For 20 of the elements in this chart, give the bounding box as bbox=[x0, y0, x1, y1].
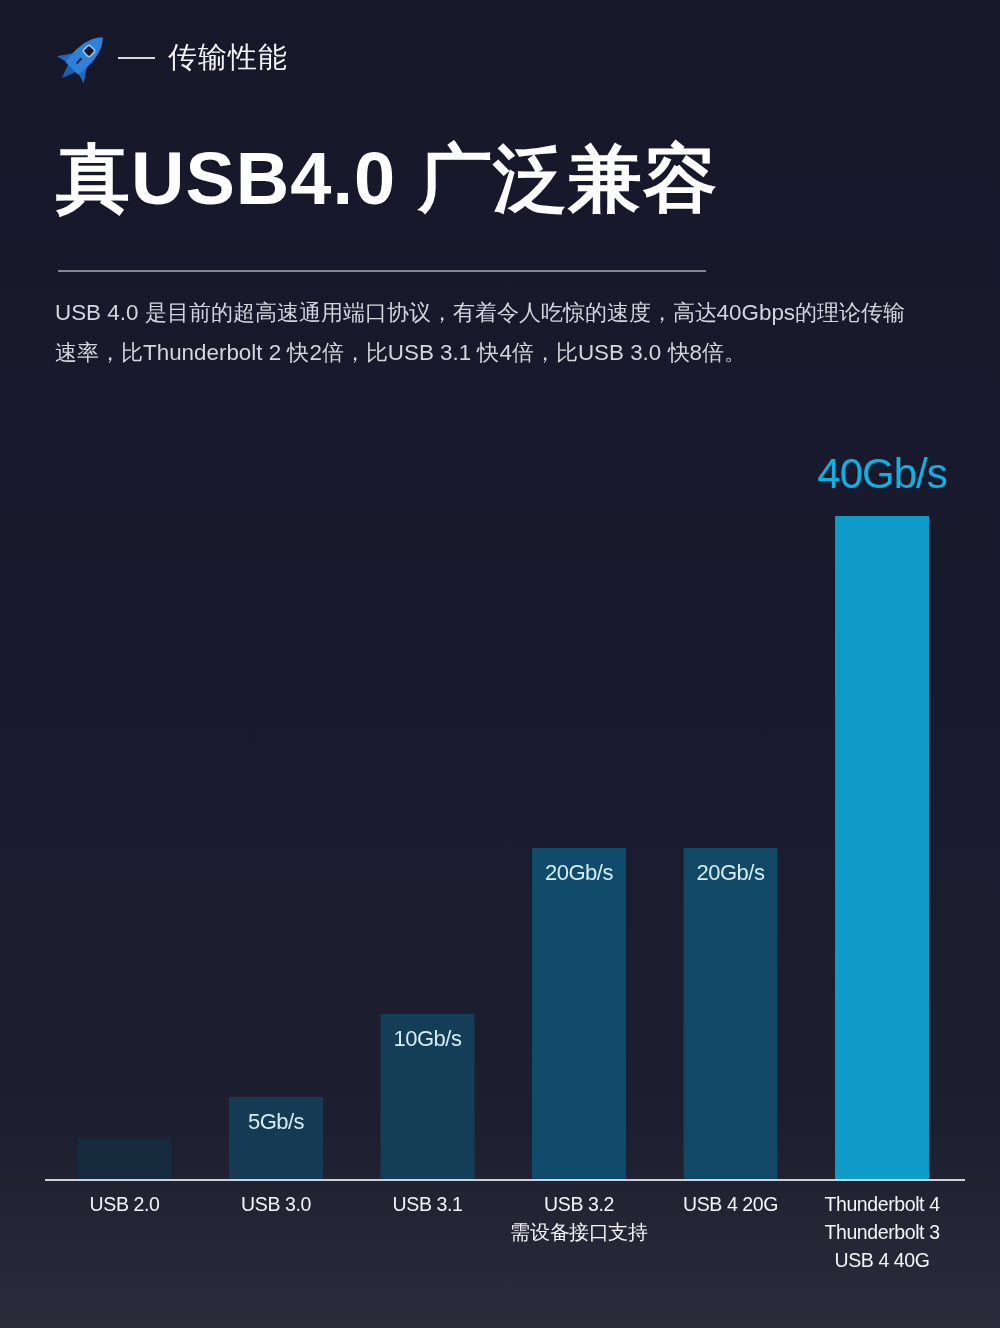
bar bbox=[77, 1138, 172, 1180]
chart-subtitle: USB 4.0 是目前的超高速通用端口协议，有着令人吃惊的速度，高达40Gbps的理论传输速率，比Thunderbolt 2 快2倍，比USB 3.1 快4倍，比USB 3.0 快8倍。 bbox=[55, 299, 907, 367]
bar bbox=[835, 516, 929, 1180]
x-tick-label: USB 3.2 需设备接口支持 bbox=[510, 1193, 648, 1243]
bar bbox=[532, 848, 626, 1180]
bar bbox=[683, 848, 778, 1180]
x-tick-label: USB 3.1 bbox=[392, 1193, 463, 1215]
chart-title: 真USB4.0 广泛兼容 bbox=[56, 136, 718, 222]
data-label: 10Gb/s bbox=[393, 1026, 462, 1051]
x-tick-label: USB 2.0 bbox=[89, 1193, 160, 1215]
data-label: 40Gb/s bbox=[817, 450, 947, 497]
x-tick-label: USB 4 20G bbox=[682, 1193, 779, 1215]
data-label: 5Gb/s bbox=[247, 1109, 305, 1134]
data-label: 20Gb/s bbox=[545, 860, 614, 885]
x-tick-label: Thunderbolt 4 Thunderbolt 3 USB 4 40G bbox=[824, 1193, 941, 1271]
data-label: 20Gb/s bbox=[696, 860, 765, 885]
bar bbox=[229, 1097, 323, 1180]
text: 传输性能 bbox=[168, 40, 288, 75]
bar bbox=[380, 1014, 475, 1180]
x-tick-label: USB 3.0 bbox=[241, 1193, 312, 1215]
